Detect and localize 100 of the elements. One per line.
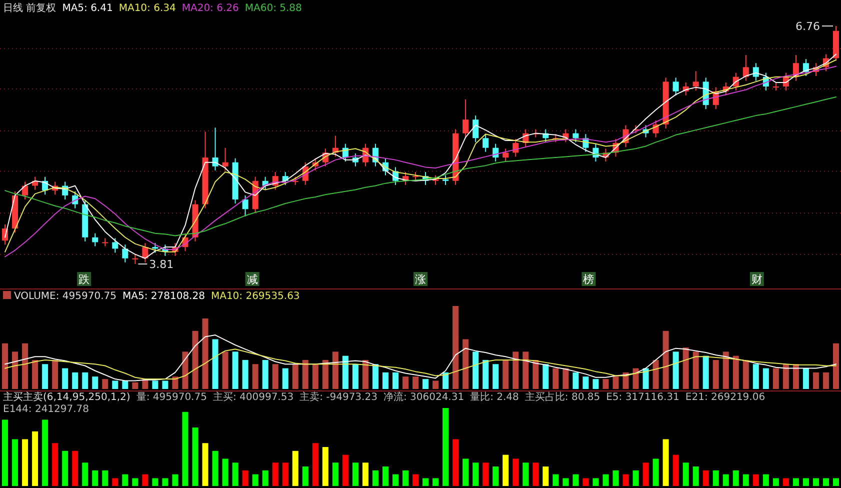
bar — [432, 380, 439, 389]
bar — [772, 368, 779, 389]
bar — [32, 431, 38, 486]
bar — [742, 474, 749, 486]
bar — [2, 420, 8, 486]
bar — [622, 372, 629, 389]
bar — [692, 466, 699, 486]
bar — [152, 478, 158, 486]
bar — [52, 443, 58, 486]
bar — [312, 364, 318, 389]
bar — [722, 352, 729, 389]
bar — [272, 364, 278, 389]
bar — [472, 462, 479, 486]
bar — [322, 360, 328, 389]
bar — [552, 474, 559, 486]
bar — [452, 306, 459, 389]
bar — [12, 439, 18, 486]
bar — [192, 428, 198, 486]
bar — [302, 466, 308, 486]
bar — [62, 368, 68, 389]
bar — [822, 372, 829, 389]
candlestick — [152, 242, 158, 254]
bar — [172, 376, 178, 389]
bar — [252, 364, 258, 389]
bar — [702, 470, 709, 486]
bar — [432, 478, 439, 486]
bar — [142, 474, 148, 486]
bar — [242, 360, 248, 389]
bar — [542, 364, 549, 389]
candlestick — [652, 120, 659, 138]
bar — [232, 462, 238, 486]
candlestick — [442, 174, 449, 186]
bar — [612, 376, 619, 389]
bar — [332, 462, 338, 486]
bar — [672, 454, 679, 486]
candlestick — [462, 98, 469, 138]
bar — [232, 352, 238, 389]
bar — [132, 382, 138, 389]
bar — [82, 372, 88, 389]
bar — [722, 474, 729, 486]
bar — [282, 368, 288, 389]
candlestick — [132, 254, 138, 264]
bar — [552, 368, 559, 389]
bar — [672, 352, 679, 389]
candlestick — [752, 62, 759, 82]
text: MA10: 269535.63 — [210, 291, 300, 302]
bar — [642, 368, 649, 389]
bar — [632, 368, 639, 389]
bar — [662, 439, 669, 486]
bar — [122, 380, 128, 389]
bar — [532, 360, 539, 389]
bar — [112, 478, 118, 486]
bar — [782, 364, 789, 389]
bar — [562, 368, 569, 389]
candlestick — [92, 232, 98, 247]
bar — [802, 368, 809, 389]
text: MA5: 6.41 — [62, 3, 113, 14]
bar — [252, 474, 258, 486]
bar — [342, 356, 348, 389]
text: 涨 — [415, 273, 426, 286]
candlestick — [692, 70, 699, 92]
bar — [202, 443, 208, 486]
bar — [682, 462, 689, 486]
text: 主买占比: 80.85 — [524, 391, 600, 403]
bar — [242, 470, 248, 486]
bar — [102, 470, 108, 486]
bar — [392, 372, 398, 389]
bar — [92, 376, 98, 389]
bar — [162, 478, 168, 486]
bar — [522, 352, 529, 389]
bar — [482, 462, 489, 486]
bar — [42, 420, 48, 486]
bar — [152, 380, 158, 389]
bar — [172, 474, 178, 486]
bar — [462, 458, 469, 486]
bar — [312, 443, 318, 486]
bar — [412, 376, 418, 389]
bar — [812, 372, 819, 389]
bar — [22, 439, 28, 486]
bar — [12, 352, 18, 389]
bar — [352, 364, 358, 389]
bar — [582, 376, 589, 389]
bar — [692, 352, 699, 389]
text: 减 — [246, 273, 258, 286]
bar — [442, 372, 449, 389]
text: E21: 269219.06 — [685, 392, 766, 403]
candlestick — [502, 148, 509, 162]
bar — [522, 462, 529, 486]
bar — [482, 360, 489, 389]
bar — [712, 470, 719, 486]
bar — [492, 466, 499, 486]
bar — [222, 458, 228, 486]
bar — [22, 343, 28, 389]
bar — [392, 474, 398, 486]
text: 主卖: -94973.23 — [300, 391, 378, 403]
bar — [82, 462, 88, 486]
bar — [2, 343, 8, 389]
bar — [632, 470, 639, 486]
bar — [292, 364, 298, 389]
candlestick — [112, 238, 118, 254]
